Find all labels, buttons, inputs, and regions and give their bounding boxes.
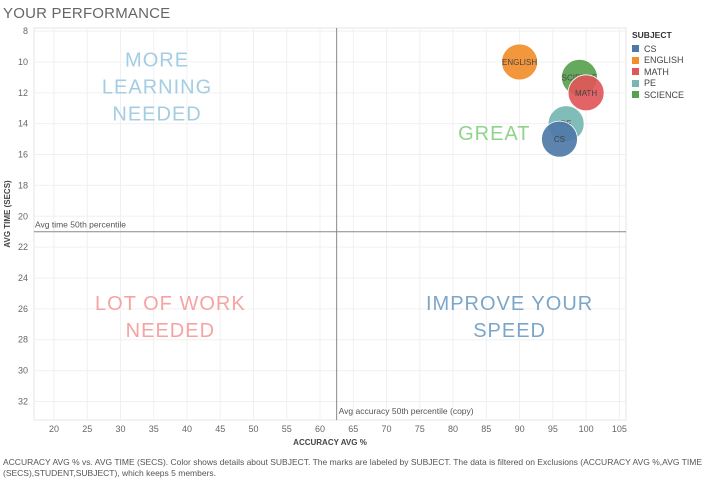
quadrant-label: IMPROVE YOUR [426,293,593,315]
x-tick-label: 55 [282,424,292,434]
quadrant-label: SPEED [473,320,546,342]
x-tick-label: 30 [115,424,125,434]
legend-label: MATH [644,66,669,77]
page-title: YOUR PERFORMANCE [3,5,171,22]
legend-item: CS [632,43,684,55]
x-tick-label: 85 [481,424,491,434]
quadrant-label: GREAT [458,123,530,145]
quadrant-label: LEARNING [102,77,212,99]
quadrant-label: NEEDED [112,104,201,126]
legend-swatch [632,56,639,64]
legend-item: ENGLISH [632,55,684,67]
scatter-chart: MORE LEARNING NEEDED GREAT LOT OF WORK NEEDED… [3,26,627,447]
data-point: MATH [567,74,605,112]
reference-lines: Avg time 50th percentile Avg accuracy 50t… [34,28,626,420]
legend-label: PE [644,78,657,89]
legend-swatch [632,45,639,53]
y-tick-label: 30 [18,366,28,376]
legend-swatch [632,68,639,76]
legend-swatch [632,91,639,99]
y-tick-label: 18 [18,180,28,190]
legend-item: SCIENCE [632,89,684,101]
y-tick-label: 28 [18,335,28,345]
y-tick-label: 12 [18,88,28,98]
x-tick-label: 65 [348,424,358,434]
legend-label: CS [644,43,657,54]
plot-frame [33,27,627,421]
x-tick-label: 90 [515,424,525,434]
x-tick-label: 75 [415,424,425,434]
x-tick-label: 50 [248,424,258,434]
point-marker [541,120,578,158]
y-tick-label: 32 [18,396,28,406]
legend: SUBJECT CS ENGLISH MATH PE SCIENCE [632,30,684,101]
y-tick-label: 22 [18,242,28,252]
data-points: ENGLISHSCIENCEMATHPECS [501,43,605,158]
x-tick-label: 60 [315,424,325,434]
y-axis-title: AVG TIME (SECS) [3,180,12,248]
legend-title: SUBJECT [632,30,672,40]
legend-label: SCIENCE [644,89,685,100]
y-tick-label: 10 [18,57,28,67]
x-tick-label: 40 [182,424,192,434]
y-tick-label: 8 [23,26,28,36]
data-point: CS [541,120,578,158]
legend-item: PE [632,78,684,90]
x-tick-label: 35 [149,424,159,434]
data-point: ENGLISH [501,43,538,81]
avg-accuracy-reference-label: Avg accuracy 50th percentile (copy) [339,406,474,416]
quadrant-labels: MORE LEARNING NEEDED GREAT LOT OF WORK NEEDED… [95,50,593,342]
x-tick-label: 95 [548,424,558,434]
y-tick-label: 20 [18,211,28,221]
y-tick-label: 16 [18,150,28,160]
legend-item: MATH [632,66,684,78]
point-label: ENGLISH [502,58,537,67]
legend-swatch [632,79,639,87]
point-label: CS [554,135,565,144]
x-tick-label: 105 [612,424,627,434]
x-tick-label: 100 [579,424,594,434]
point-marker [567,74,605,112]
y-tick-label: 24 [18,273,28,283]
y-tick-label: 26 [18,304,28,314]
axes: 20 25 30 35 40 45 50 55 60 65 70 75 80 85 90 95 100 105 8 1… [3,26,627,447]
x-tick-label: 45 [215,424,225,434]
x-tick-label: 80 [448,424,458,434]
quadrant-label: LOT OF WORK [95,293,246,315]
y-tick-label: 14 [18,119,28,129]
avg-time-reference-label: Avg time 50th percentile [35,220,126,230]
x-axis-title: ACCURACY AVG % [293,438,367,447]
x-tick-label: 70 [382,424,392,434]
x-tick-label: 20 [49,424,59,434]
chart-caption: ACCURACY AVG % vs. AVG TIME (SECS). Colo… [3,457,702,478]
legend-label: ENGLISH [644,55,684,66]
x-tick-label: 25 [82,424,92,434]
point-marker [501,43,538,81]
point-label: MATH [575,89,597,98]
quadrant-label: MORE [125,50,189,72]
quadrant-label: NEEDED [126,320,215,342]
